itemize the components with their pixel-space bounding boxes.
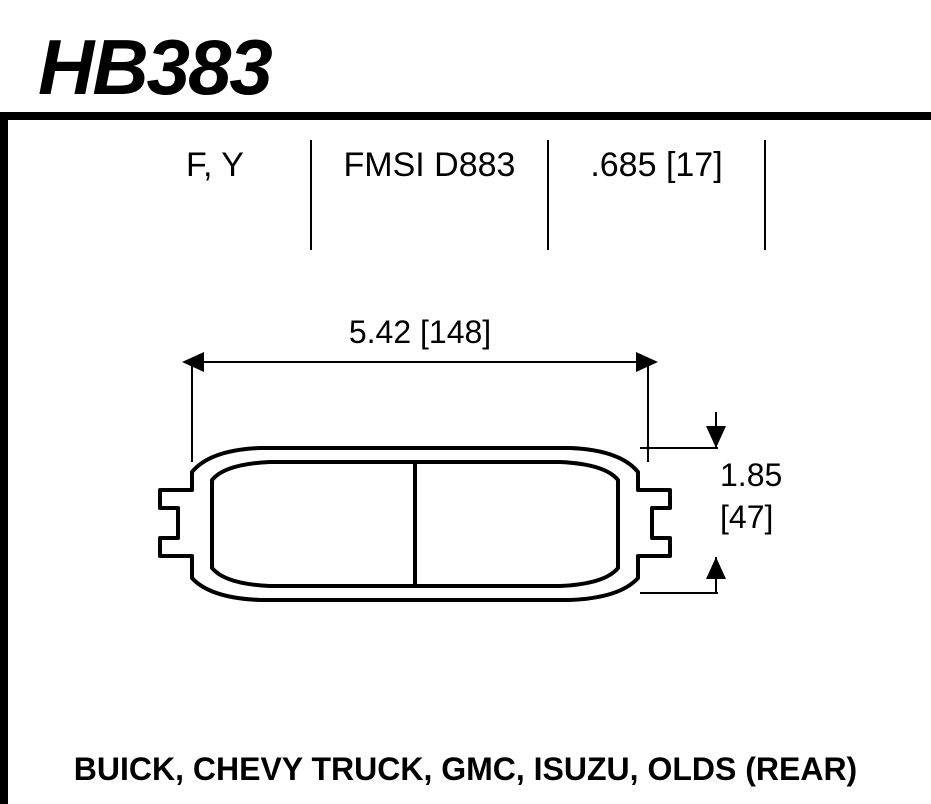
- spec-row: F, Y FMSI D883 .685 [17]: [120, 140, 840, 260]
- compound-codes: F, Y: [120, 140, 310, 185]
- brake-pad-drawing: [140, 430, 700, 630]
- thickness-mm: [17]: [666, 146, 723, 184]
- height-ext-lines: [640, 400, 720, 610]
- width-dimension: 5.42 [148]: [190, 320, 650, 357]
- part-number: HB383: [38, 22, 271, 113]
- content-frame-left: [0, 112, 8, 804]
- diagram-area: 5.42 [148] 1.85 [47]: [80, 280, 880, 710]
- application-text: BUICK, CHEVY TRUCK, GMC, ISUZU, OLDS (RE…: [0, 751, 931, 788]
- width-mm: [148]: [420, 314, 491, 350]
- width-in: 5.42: [349, 314, 411, 350]
- height-in: 1.85: [720, 455, 860, 497]
- thickness-value: .685 [17]: [549, 140, 764, 185]
- spec-divider: [764, 140, 766, 250]
- fmsi-code: FMSI D883: [312, 140, 547, 185]
- thickness-in: .685: [590, 146, 656, 184]
- spec-compounds: F, Y: [120, 140, 310, 185]
- spec-thickness: .685 [17]: [549, 140, 764, 185]
- width-dim-label: 5.42 [148]: [339, 314, 501, 350]
- height-mm: [47]: [720, 497, 860, 539]
- height-dimension: 1.85 [47]: [720, 455, 860, 538]
- spec-fmsi: FMSI D883: [312, 140, 547, 185]
